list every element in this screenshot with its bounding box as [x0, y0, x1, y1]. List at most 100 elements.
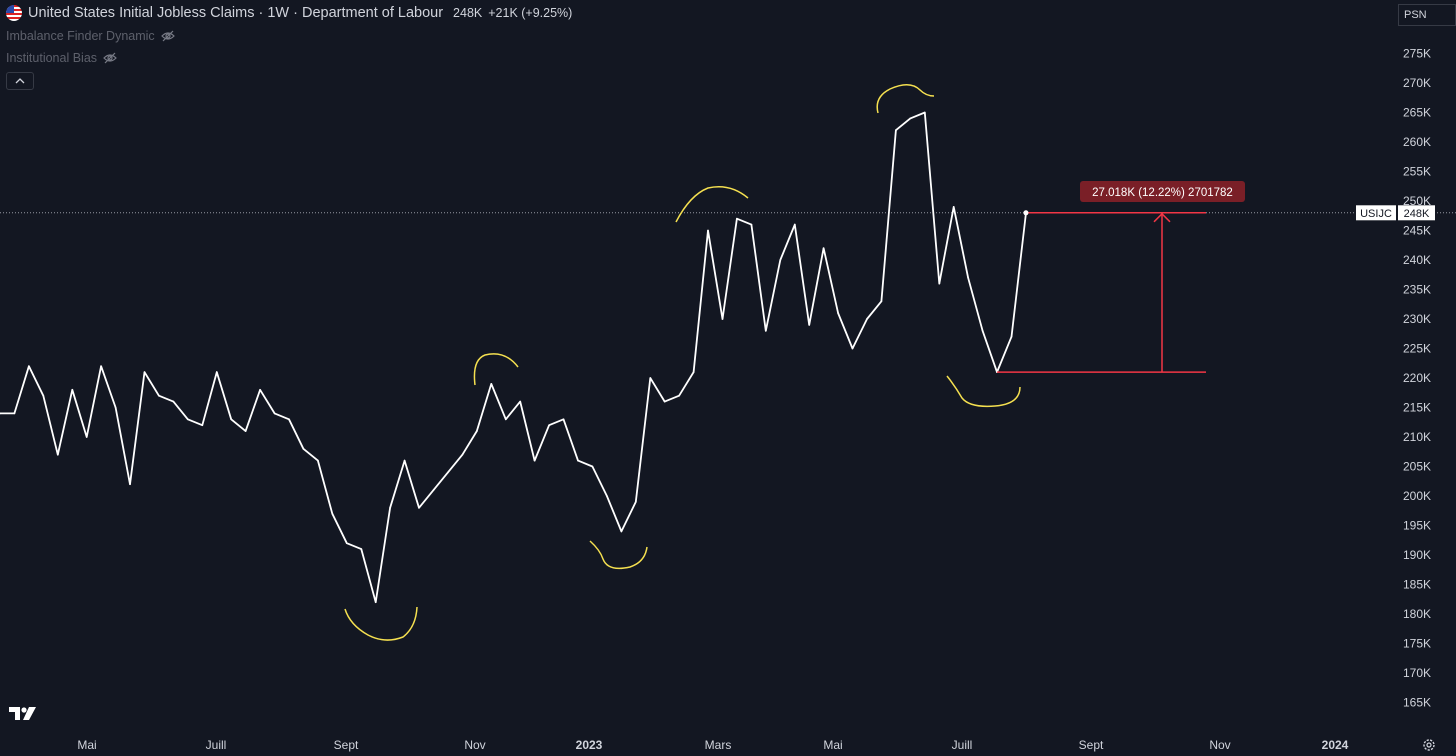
- symbol-tag-box: [1356, 205, 1396, 221]
- annotation-curve[interactable]: [344, 606, 418, 641]
- y-tick-label: 270K: [1403, 76, 1431, 90]
- data-point: [389, 507, 391, 509]
- collapse-indicators-button[interactable]: [6, 72, 34, 90]
- data-point: [158, 394, 160, 397]
- last-value-dot: [1023, 210, 1029, 216]
- x-tick-label: 2024: [1322, 738, 1349, 752]
- data-point: [519, 400, 521, 403]
- x-tick-label: Nov: [464, 738, 485, 752]
- data-point: [273, 412, 276, 415]
- data-point: [765, 330, 767, 332]
- data-point: [505, 418, 507, 421]
- x-tick-label: Mai: [823, 738, 842, 752]
- data-point: [42, 394, 45, 397]
- data-point: [259, 389, 261, 391]
- data-point: [317, 459, 319, 462]
- indicator-institutional-bias[interactable]: Institutional Bias: [6, 51, 117, 65]
- price-tag: 248K: [1404, 208, 1430, 220]
- y-tick-label: 260K: [1403, 135, 1431, 149]
- x-tick-label: Nov: [1209, 738, 1230, 752]
- data-point: [374, 601, 377, 603]
- data-point: [895, 129, 897, 131]
- x-axis[interactable]: Mai Juill Sept Nov 2023 Mars Mai Juill Sept Nov 20…: [77, 738, 1348, 752]
- indicator-label: Imbalance Finder Dynamic: [6, 29, 155, 43]
- data-point: [216, 371, 218, 373]
- data-point: [678, 394, 680, 397]
- data-point: [13, 412, 16, 415]
- data-point: [591, 465, 594, 468]
- data-point: [981, 330, 984, 332]
- y-tick-label: 265K: [1403, 106, 1431, 120]
- eye-off-icon[interactable]: [160, 30, 175, 42]
- data-point: [346, 542, 348, 544]
- indicator-label: Institutional Bias: [6, 51, 98, 65]
- data-point: [620, 530, 623, 533]
- y-tick-label: 180K: [1403, 607, 1431, 621]
- data-point: [129, 483, 131, 486]
- data-point: [779, 259, 782, 261]
- us-flag-icon: [6, 5, 22, 21]
- symbol-tag: USIJC: [1360, 208, 1392, 220]
- x-tick-label: Juill: [952, 738, 973, 752]
- annotation-curve[interactable]: [589, 540, 648, 570]
- data-point: [635, 501, 637, 503]
- data-point: [100, 365, 102, 368]
- y-tick-label: 240K: [1403, 253, 1431, 267]
- data-point: [85, 436, 88, 438]
- data-point: [837, 312, 839, 314]
- annotation-curve[interactable]: [876, 84, 935, 114]
- data-point: [880, 300, 883, 303]
- annotation-curve[interactable]: [473, 353, 519, 386]
- psn-scale-label[interactable]: PSN: [1398, 4, 1456, 26]
- last-value: 248K: [453, 6, 483, 20]
- measure-label-box: [1080, 181, 1245, 202]
- data-point: [909, 117, 912, 120]
- series-line[interactable]: [0, 111, 1027, 604]
- x-tick-label: Juill: [206, 738, 227, 752]
- data-point: [230, 418, 232, 421]
- eye-off-icon[interactable]: [103, 52, 117, 64]
- data-point: [461, 453, 464, 456]
- data-point: [418, 507, 420, 509]
- gear-icon[interactable]: [1421, 737, 1437, 753]
- tradingview-logo-icon[interactable]: [8, 704, 38, 722]
- data-point: [28, 365, 30, 368]
- data-point: [244, 430, 247, 432]
- y-axis[interactable]: 275K 270K 265K 260K 255K 250K 245K 240K 235K 230K…: [1403, 47, 1431, 710]
- data-point: [606, 495, 608, 497]
- data-point: [938, 282, 941, 285]
- data-point: [57, 453, 59, 456]
- data-point: [187, 418, 189, 421]
- symbol-title[interactable]: United States Initial Jobless Claims · 1…: [28, 5, 444, 21]
- y-tick-label: 200K: [1403, 489, 1431, 503]
- series-points: [0, 111, 1027, 603]
- y-tick-label: 225K: [1403, 342, 1431, 356]
- data-point: [808, 324, 810, 326]
- data-point: [71, 389, 74, 391]
- measure-label: 27.018K (12.22%) 2701782: [1092, 187, 1233, 199]
- data-point: [562, 418, 565, 421]
- y-tick-label: 195K: [1403, 519, 1431, 533]
- measure-arrow-head-icon: [1153, 212, 1171, 223]
- annotation-curve[interactable]: [675, 186, 749, 223]
- data-point: [952, 206, 955, 208]
- data-point: [649, 377, 652, 379]
- annotations[interactable]: [344, 84, 1021, 641]
- indicator-imbalance-finder[interactable]: Imbalance Finder Dynamic: [6, 29, 175, 43]
- data-point: [736, 217, 738, 220]
- data-point: [548, 424, 550, 427]
- value-change: +21K (+9.25%): [488, 6, 573, 20]
- y-tick-label: 210K: [1403, 430, 1431, 444]
- annotation-curve[interactable]: [946, 375, 1021, 408]
- data-point: [822, 247, 825, 249]
- price-range-measure[interactable]: 27.018K (12.22%) 2701782 USIJC 248K: [997, 181, 1435, 373]
- data-point: [851, 347, 854, 350]
- y-tick-label: 235K: [1403, 283, 1431, 297]
- data-point: [201, 424, 204, 427]
- y-tick-label: 230K: [1403, 312, 1431, 326]
- y-tick-label: 165K: [1403, 696, 1431, 710]
- data-point: [288, 418, 290, 421]
- y-tick-label: 170K: [1403, 666, 1431, 680]
